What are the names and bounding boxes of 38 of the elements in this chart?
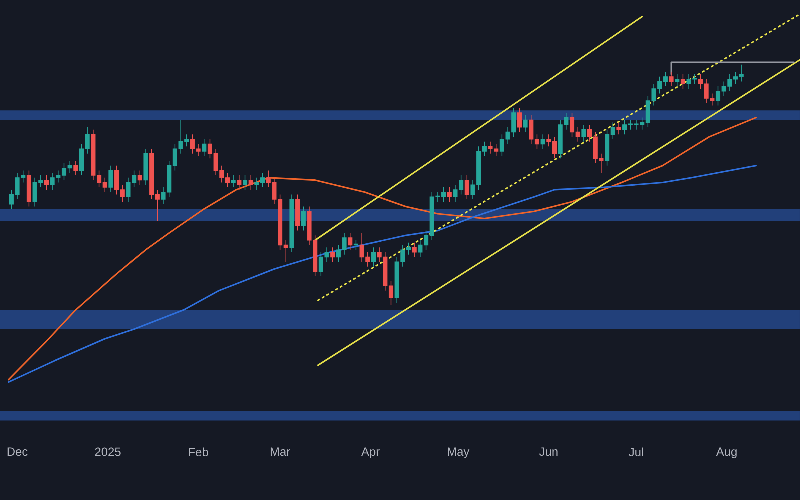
x-tick-label: Jun: [539, 448, 558, 456]
candlestick: [231, 175, 236, 188]
candlestick: [108, 166, 114, 193]
candlestick: [301, 206, 306, 232]
candlestick: [296, 194, 300, 232]
candlestick: [680, 74, 686, 90]
x-tick-label: Aug: [716, 448, 737, 458]
candlestick: [464, 175, 470, 200]
candlestick: [523, 115, 528, 133]
candlestick: [202, 139, 207, 157]
candlestick: [412, 242, 417, 258]
candlestick: [248, 175, 254, 190]
candlestick: [290, 194, 294, 253]
candlestick: [582, 124, 586, 142]
candlestick: [371, 247, 376, 268]
candlestick: [517, 108, 522, 133]
candlestick: [74, 160, 78, 176]
candlestick: [447, 187, 452, 202]
candlestick: [354, 240, 358, 250]
candlestick: [348, 232, 353, 250]
candlestick: [44, 175, 50, 190]
candlestick: [616, 122, 622, 135]
x-tick-label: May: [448, 448, 470, 458]
x-tick-label: Apr: [362, 448, 380, 458]
candlestick: [669, 72, 674, 87]
candlestick: [237, 175, 242, 190]
x-tick-label: 2025: [95, 448, 121, 456]
x-tick-label: Dec: [8, 448, 28, 456]
x-tick-label: Feb: [189, 448, 208, 457]
candlestick: [330, 247, 336, 262]
candlestick: [242, 175, 248, 190]
candlestick: [26, 170, 32, 208]
x-tick-label: Jul: [629, 448, 644, 457]
candlestick: [540, 134, 546, 150]
candlestick: [144, 148, 148, 186]
x-tick-label: Mar: [270, 448, 290, 456]
candlestick: [675, 74, 680, 87]
candlestick: [138, 170, 142, 186]
